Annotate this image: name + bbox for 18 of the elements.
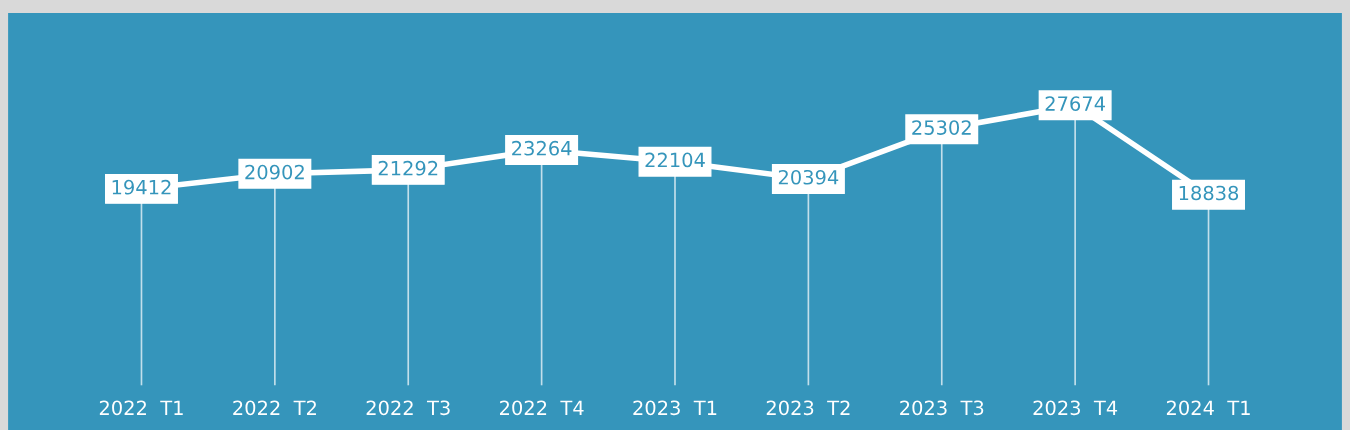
data-label: 19412 (112, 179, 171, 195)
x-tick-label: 2023 T4 (1033, 400, 1118, 416)
data-label: 23264 (512, 140, 572, 156)
data-label: 20394 (778, 169, 839, 185)
data-label: 25302 (912, 120, 971, 135)
x-tick-label: 2023 T3 (900, 400, 984, 416)
data-label: 27674 (1045, 96, 1105, 111)
x-tick-label: 2022 T1 (99, 400, 183, 416)
x-tick-label: 2022 T2 (233, 400, 316, 416)
data-label: 21292 (378, 160, 438, 176)
x-tick-label: 2022 T3 (366, 400, 450, 416)
data-label: 22104 (645, 152, 705, 168)
x-tick-label: 2023 T1 (633, 400, 717, 416)
data-label: 20902 (245, 164, 304, 180)
data-label: 18838 (1179, 185, 1239, 201)
x-tick-label: 2024 T1 (1166, 400, 1250, 416)
x-tick-label: 2022 T4 (500, 400, 584, 416)
x-tick-label: 2023 T2 (766, 400, 850, 416)
